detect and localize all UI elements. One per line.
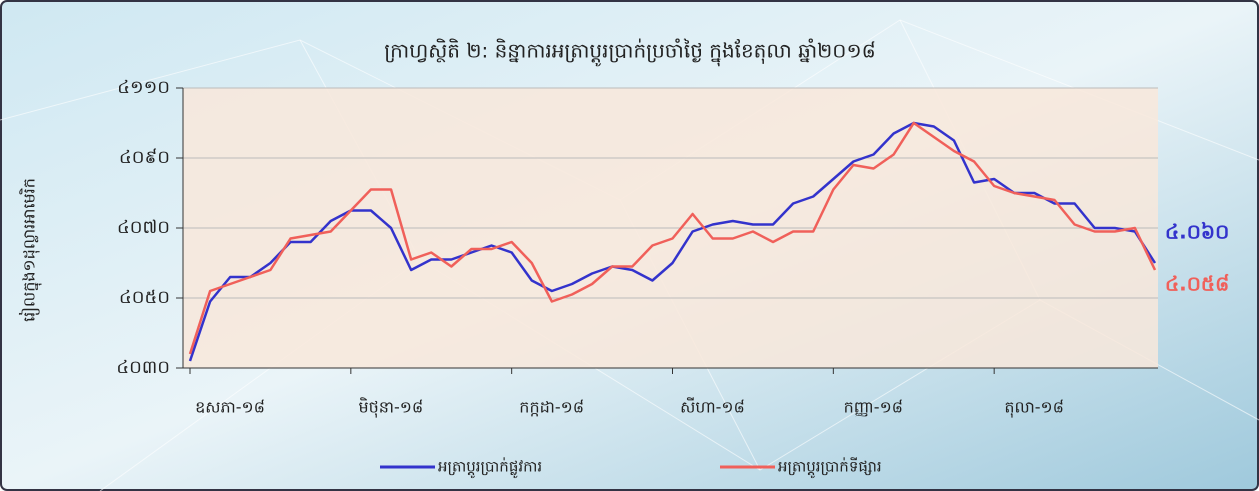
- value-label: ៤.០៦០: [1165, 220, 1229, 244]
- legend-label: អត្រាប្តូរប្រាក់ផ្លូវការ: [438, 457, 542, 479]
- x-tick-label: តុលា-១៨: [1004, 398, 1064, 419]
- x-tick-label: ឧសភា-១៨: [195, 398, 265, 417]
- y-tick-label: ៤០៧០: [117, 217, 170, 238]
- x-tick-label: មិថុនា-១៨: [358, 397, 423, 419]
- legend-label: អត្រាប្តូរប្រាក់ទីផ្សារ: [778, 457, 882, 479]
- x-tick-label: កក្កដា-១៨: [519, 398, 584, 417]
- value-label: ៤.០៥៨: [1165, 272, 1229, 296]
- y-tick-label: ៤០៥០: [119, 287, 170, 308]
- y-tick-label: ៤០៣០: [116, 357, 170, 378]
- chart-title: ក្រាហ្វស្ថិតិ ២: និន្នាការអត្រាប្តូរប្រា…: [384, 38, 876, 67]
- y-tick-label: ៤០៩០: [119, 147, 170, 168]
- y-tick-label: ៤១១០: [117, 77, 170, 98]
- x-tick-label: សីហា-១៨: [680, 397, 745, 417]
- x-tick-label: កញ្ញា-១៨: [844, 398, 903, 417]
- series-line: [188, 121, 1157, 355]
